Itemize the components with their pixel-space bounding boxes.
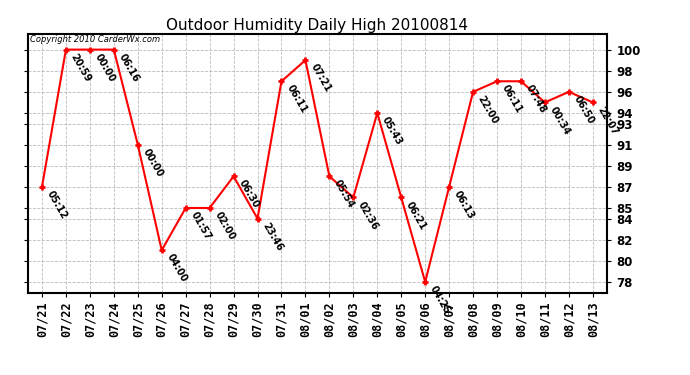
Text: 00:00: 00:00 bbox=[141, 147, 165, 178]
Title: Outdoor Humidity Daily High 20100814: Outdoor Humidity Daily High 20100814 bbox=[166, 18, 469, 33]
Text: 20:59: 20:59 bbox=[69, 52, 93, 84]
Text: 06:50: 06:50 bbox=[572, 94, 596, 126]
Text: 06:11: 06:11 bbox=[284, 83, 308, 115]
Text: 06:21: 06:21 bbox=[404, 200, 428, 231]
Text: 07:48: 07:48 bbox=[524, 83, 548, 116]
Text: 06:11: 06:11 bbox=[500, 83, 524, 115]
Text: 06:13: 06:13 bbox=[452, 189, 476, 221]
Text: 05:12: 05:12 bbox=[45, 189, 69, 221]
Text: 23:46: 23:46 bbox=[260, 220, 284, 252]
Text: 02:00: 02:00 bbox=[213, 210, 237, 242]
Text: Copyright 2010 CarderWx.com: Copyright 2010 CarderWx.com bbox=[30, 35, 161, 44]
Text: 01:57: 01:57 bbox=[188, 210, 213, 242]
Text: 02:36: 02:36 bbox=[356, 200, 380, 231]
Text: 22:07: 22:07 bbox=[595, 105, 620, 136]
Text: 05:43: 05:43 bbox=[380, 115, 404, 147]
Text: 05:54: 05:54 bbox=[333, 178, 357, 210]
Text: 22:00: 22:00 bbox=[476, 94, 500, 126]
Text: 00:34: 00:34 bbox=[548, 105, 572, 136]
Text: 04:00: 04:00 bbox=[165, 252, 189, 284]
Text: 07:21: 07:21 bbox=[308, 62, 333, 94]
Text: 04:25: 04:25 bbox=[428, 284, 452, 316]
Text: 06:16: 06:16 bbox=[117, 52, 141, 84]
Text: 06:30: 06:30 bbox=[237, 178, 261, 210]
Text: 00:00: 00:00 bbox=[92, 52, 117, 84]
